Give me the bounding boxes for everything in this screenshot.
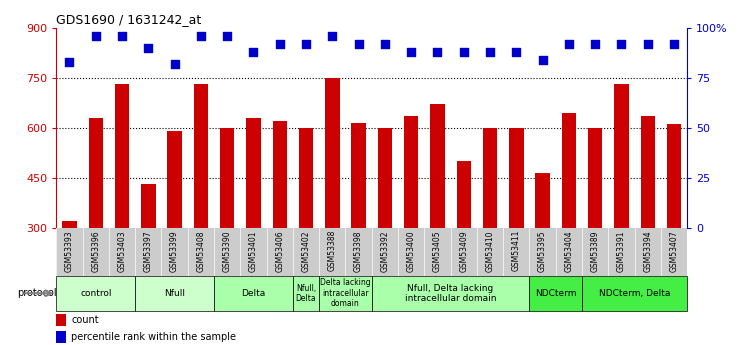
Text: GSM53405: GSM53405 <box>433 230 442 272</box>
Bar <box>299 128 313 228</box>
Bar <box>667 124 681 228</box>
Text: GSM53404: GSM53404 <box>565 230 573 272</box>
Bar <box>220 128 234 228</box>
Text: count: count <box>71 315 99 325</box>
Bar <box>56 314 66 326</box>
Bar <box>319 276 372 310</box>
Bar <box>56 276 135 310</box>
Point <box>563 41 575 46</box>
Text: GSM53400: GSM53400 <box>407 230 415 272</box>
Point <box>195 33 207 38</box>
Point <box>511 49 523 55</box>
Bar <box>214 276 293 310</box>
Bar <box>351 122 366 228</box>
Text: NDCterm: NDCterm <box>535 289 577 298</box>
Point <box>353 41 365 46</box>
Point <box>116 33 128 38</box>
Text: GSM53399: GSM53399 <box>170 230 179 272</box>
Bar <box>293 276 319 310</box>
Text: GSM53406: GSM53406 <box>276 230 284 272</box>
Bar <box>273 121 287 228</box>
Bar <box>483 128 497 228</box>
Bar <box>430 104 445 228</box>
Text: GSM53395: GSM53395 <box>538 230 547 272</box>
Point <box>248 49 260 55</box>
Bar <box>89 118 103 228</box>
Point <box>536 57 548 62</box>
Point <box>379 41 391 46</box>
Text: Nfull, Delta lacking
intracellular domain: Nfull, Delta lacking intracellular domai… <box>405 284 496 303</box>
Text: GDS1690 / 1631242_at: GDS1690 / 1631242_at <box>56 13 201 27</box>
Bar <box>167 131 182 228</box>
Text: GSM53394: GSM53394 <box>644 230 652 272</box>
Point <box>616 41 628 46</box>
Text: Delta lacking
intracellular
domain: Delta lacking intracellular domain <box>320 278 371 308</box>
Text: Nfull: Nfull <box>164 289 185 298</box>
Text: control: control <box>80 289 111 298</box>
Text: GSM53392: GSM53392 <box>381 230 389 272</box>
Point <box>222 33 234 38</box>
Bar <box>582 276 687 310</box>
Point <box>668 41 680 46</box>
Bar <box>115 84 129 228</box>
Bar <box>529 276 582 310</box>
Text: GSM53403: GSM53403 <box>118 230 126 272</box>
Text: GSM53398: GSM53398 <box>354 230 363 272</box>
Point <box>274 41 286 46</box>
Point <box>169 61 181 66</box>
Text: GSM53389: GSM53389 <box>591 230 599 272</box>
Text: GSM53408: GSM53408 <box>197 230 205 272</box>
Point <box>300 41 312 46</box>
Point <box>641 41 653 46</box>
Bar <box>404 116 418 228</box>
Bar <box>535 173 550 228</box>
Text: NDCterm, Delta: NDCterm, Delta <box>599 289 671 298</box>
Text: GSM53401: GSM53401 <box>249 230 258 272</box>
Point <box>457 49 470 55</box>
Point <box>64 59 75 65</box>
Point <box>326 33 338 38</box>
Text: GSM53388: GSM53388 <box>328 230 336 272</box>
Bar <box>509 128 523 228</box>
Text: GSM53397: GSM53397 <box>144 230 152 272</box>
Text: GSM53411: GSM53411 <box>512 230 520 272</box>
Text: percentile rank within the sample: percentile rank within the sample <box>71 333 237 342</box>
Bar <box>135 276 214 310</box>
Bar <box>246 118 261 228</box>
Bar <box>62 221 77 228</box>
Text: GSM53410: GSM53410 <box>486 230 494 272</box>
Point <box>143 45 155 50</box>
Text: GSM53407: GSM53407 <box>670 230 678 272</box>
Text: GSM53409: GSM53409 <box>460 230 468 272</box>
Text: GSM53391: GSM53391 <box>617 230 626 272</box>
Bar <box>194 84 208 228</box>
Point <box>590 41 602 46</box>
Point <box>431 49 443 55</box>
Bar <box>325 78 339 228</box>
Text: GSM53396: GSM53396 <box>92 230 100 272</box>
Point <box>484 49 496 55</box>
Bar <box>614 84 629 228</box>
Bar <box>562 112 576 228</box>
Bar <box>56 331 66 343</box>
Text: GSM53402: GSM53402 <box>302 230 310 272</box>
Bar <box>641 116 655 228</box>
Bar <box>372 276 529 310</box>
Text: protocol: protocol <box>17 288 56 298</box>
Bar <box>378 128 392 228</box>
Bar <box>141 184 155 228</box>
Text: Delta: Delta <box>241 289 266 298</box>
Text: GSM53393: GSM53393 <box>65 230 74 272</box>
Text: GSM53390: GSM53390 <box>223 230 231 272</box>
Bar <box>457 161 471 228</box>
Bar <box>588 128 602 228</box>
Point <box>406 49 418 55</box>
Point <box>90 33 102 38</box>
Text: Nfull,
Delta: Nfull, Delta <box>296 284 316 303</box>
